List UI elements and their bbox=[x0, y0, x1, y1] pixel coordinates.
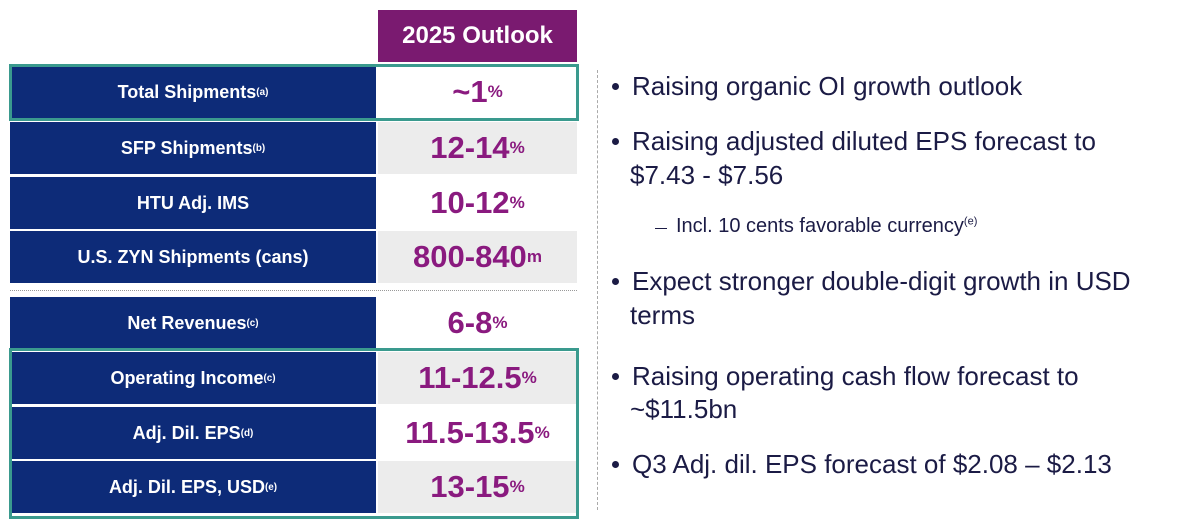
footnote: (e) bbox=[264, 481, 278, 493]
value-text: 6-8 bbox=[447, 305, 493, 340]
row-value: 11.5-13.5% bbox=[378, 407, 577, 459]
sub-bullet: Incl. 10 cents favorable currency(e) bbox=[676, 215, 977, 238]
row-label: SFP Shipments (b) bbox=[10, 122, 376, 174]
row-value: ~1% bbox=[378, 66, 577, 118]
label-text: SFP Shipments bbox=[120, 137, 253, 158]
sub-dash bbox=[655, 228, 667, 229]
value-text: 12-14 bbox=[430, 130, 510, 165]
bullet-text: Raising organic OI growth outlook bbox=[632, 71, 1023, 101]
row-value: 10-12% bbox=[378, 177, 577, 229]
value-text: 13-15 bbox=[430, 469, 510, 504]
label-text: U.S. ZYN Shipments (cans) bbox=[77, 246, 309, 267]
row-value: 6-8% bbox=[378, 297, 577, 349]
footnote: (b) bbox=[252, 142, 266, 154]
header: 2025 Outlook bbox=[378, 10, 577, 62]
bullet-dot bbox=[612, 461, 619, 468]
highlight-box bbox=[9, 348, 579, 519]
row-label: U.S. ZYN Shipments (cans) bbox=[10, 231, 376, 283]
row-label: Operating Income (c) bbox=[10, 352, 376, 404]
bullet-text: Q3 Adj. dil. EPS forecast of $2.08 – $2.… bbox=[632, 449, 1112, 479]
divider bbox=[597, 70, 598, 510]
sub-text: Incl. 10 cents favorable currency bbox=[676, 215, 964, 237]
unit: m bbox=[526, 247, 542, 266]
value-text: 11-12.5 bbox=[418, 360, 522, 395]
unit: % bbox=[509, 193, 525, 212]
bullet-text: $7.43 - $7.56 bbox=[630, 160, 784, 190]
value-text: ~1 bbox=[452, 74, 488, 109]
row-label: Total Shipments (a) bbox=[10, 66, 376, 118]
unit: % bbox=[521, 368, 537, 387]
highlight-box bbox=[9, 64, 579, 121]
footnote: (e) bbox=[963, 215, 978, 228]
footnote: (c) bbox=[246, 317, 259, 329]
bullet-dot bbox=[612, 138, 619, 145]
bullet-dot bbox=[612, 83, 619, 90]
footnote: (a) bbox=[256, 86, 269, 98]
separator bbox=[10, 290, 577, 291]
value-text: 10-12 bbox=[430, 185, 510, 220]
row-label: HTU Adj. IMS bbox=[10, 177, 376, 229]
footnote: (c) bbox=[263, 372, 276, 384]
bullet-dot bbox=[612, 373, 619, 380]
label-text: HTU Adj. IMS bbox=[136, 192, 250, 213]
unit: % bbox=[509, 477, 525, 496]
unit: % bbox=[534, 423, 550, 442]
footnote: (d) bbox=[240, 427, 254, 439]
label-text: Net Revenues bbox=[127, 312, 247, 333]
row-label: Adj. Dil. EPS (d) bbox=[10, 407, 376, 459]
unit: % bbox=[487, 82, 503, 101]
row-value: 11-12.5% bbox=[378, 352, 577, 404]
row-label: Net Revenues (c) bbox=[10, 297, 376, 349]
label-text: Adj. Dil. EPS bbox=[132, 422, 241, 443]
row-value: 13-15% bbox=[378, 461, 577, 513]
unit: % bbox=[492, 313, 508, 332]
row-label: Adj. Dil. EPS, USD (e) bbox=[10, 461, 376, 513]
label-text: Operating Income bbox=[110, 367, 264, 388]
value-text: 800-840 bbox=[413, 239, 527, 274]
unit: % bbox=[509, 138, 525, 157]
bullet-text: Expect stronger double-digit growth in U… bbox=[632, 266, 1131, 296]
bullet-text: terms bbox=[630, 300, 695, 330]
value-text: 11.5-13.5 bbox=[405, 415, 535, 450]
label-text: Adj. Dil. EPS, USD bbox=[108, 476, 265, 497]
bullet-text: Raising operating cash flow forecast to bbox=[632, 361, 1079, 391]
bullet-dot bbox=[612, 278, 619, 285]
bullet-text: Raising adjusted diluted EPS forecast to bbox=[632, 126, 1096, 156]
bullet-text: ~$11.5bn bbox=[630, 394, 738, 424]
label-text: Total Shipments bbox=[117, 81, 257, 102]
row-value: 800-840 m bbox=[378, 231, 577, 283]
row-value: 12-14% bbox=[378, 122, 577, 174]
